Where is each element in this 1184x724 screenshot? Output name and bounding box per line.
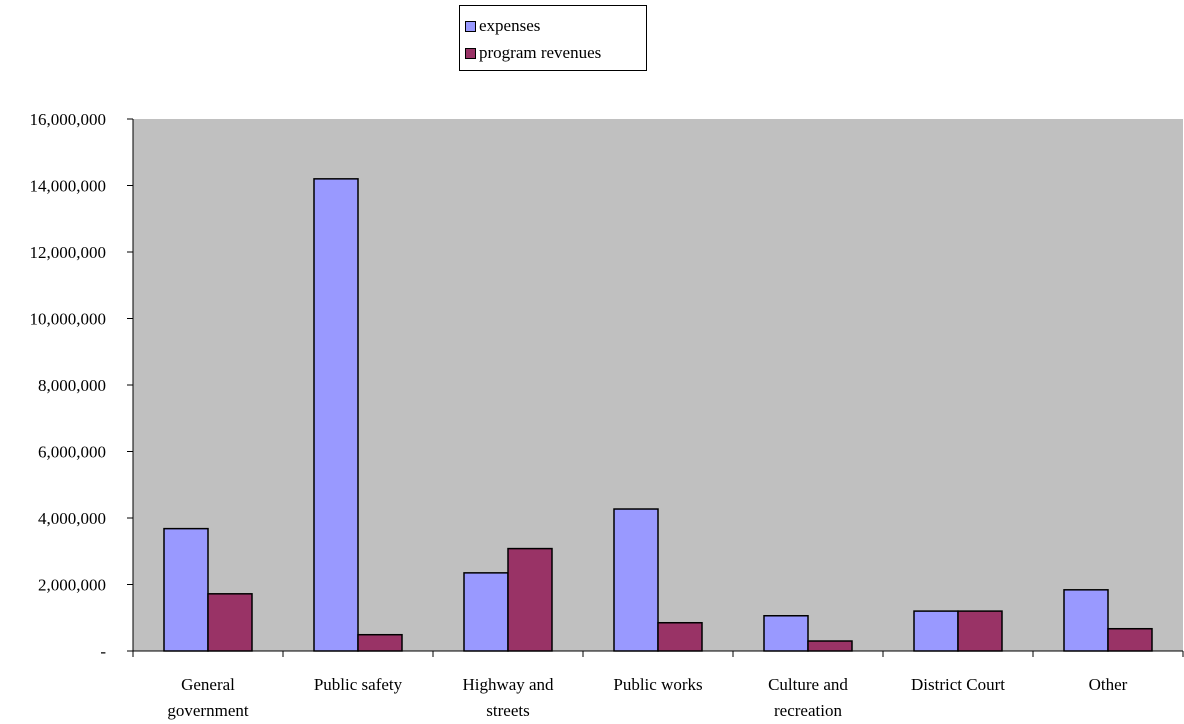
y-tick-label: 16,000,000 [30, 110, 107, 129]
bar-program-revenues [357, 633, 403, 652]
y-axis-ticks: - 2,000,000 4,000,000 6,000,000 8,000,000 10,… [30, 110, 133, 661]
bar-program-revenues [957, 610, 1003, 652]
bar-program-revenues [207, 593, 253, 652]
legend-item-program-revenues: program revenues [465, 43, 601, 63]
bar-expenses [463, 572, 509, 652]
y-tick-label: 6,000,000 [38, 443, 106, 462]
x-tick-label: District Court [911, 675, 1005, 694]
legend-swatch-expenses [465, 20, 476, 32]
legend: expenses program revenues [459, 5, 647, 71]
x-tick-label: General government [167, 675, 248, 720]
y-tick-label: - [100, 642, 106, 661]
x-tick-label: Highway and streets [462, 675, 554, 720]
bar-expenses [913, 610, 959, 652]
bar-program-revenues [507, 547, 553, 652]
bars-group [163, 178, 1153, 652]
bar-expenses [1063, 589, 1109, 652]
x-axis-labels: General government Public safety Highway an… [167, 675, 1127, 720]
y-tick-label: 2,000,000 [38, 576, 106, 595]
y-tick-label: 12,000,000 [30, 243, 107, 262]
legend-label-program-revenues: program revenues [479, 43, 602, 62]
legend-label-expenses: expenses [479, 16, 541, 35]
x-tick-label: Public works [613, 675, 702, 694]
bar-program-revenues [807, 640, 853, 652]
bar-expenses [163, 527, 209, 652]
x-tick-label: Culture and recreation [768, 675, 848, 720]
y-tick-label: 4,000,000 [38, 509, 106, 528]
y-tick-label: 14,000,000 [30, 177, 107, 196]
bar-expenses [613, 508, 659, 652]
x-tick-label: Other [1089, 675, 1128, 694]
y-tick-label: 8,000,000 [38, 376, 106, 395]
bar-program-revenues [1107, 627, 1153, 652]
legend-swatch-program-revenues [465, 47, 476, 59]
x-tick-label: Public safety [314, 675, 403, 694]
legend-item-expenses: expenses [465, 16, 540, 36]
bar-expenses [763, 615, 809, 652]
y-tick-label: 10,000,000 [30, 310, 107, 329]
bar-expenses [313, 178, 359, 652]
bar-program-revenues [657, 621, 703, 652]
